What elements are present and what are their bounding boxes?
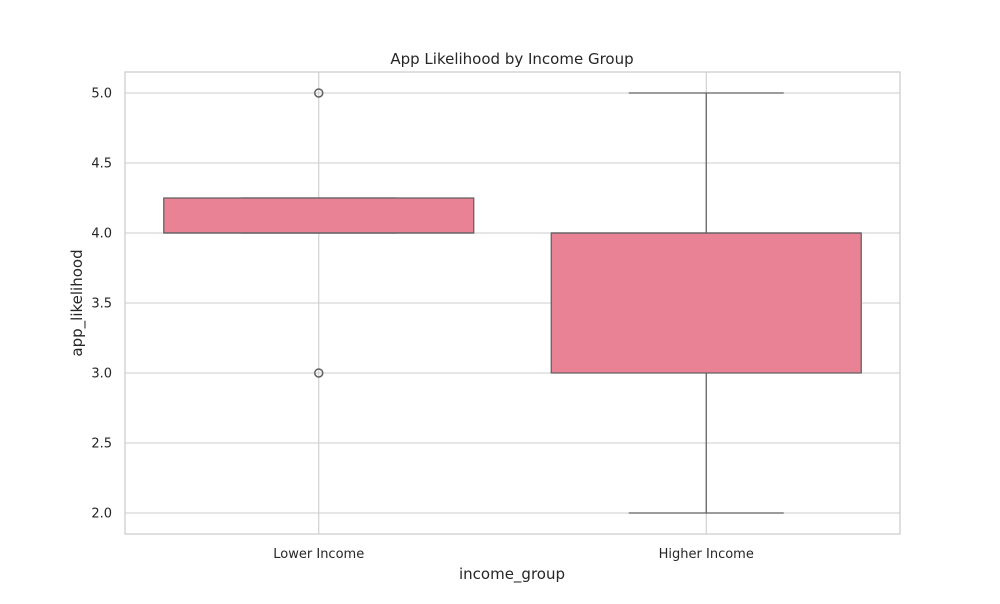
y-tick-label: 5.0 (91, 87, 112, 102)
chart-title: App Likelihood by Income Group (390, 50, 633, 68)
outlier-point (314, 88, 324, 98)
iqr-box (163, 197, 475, 234)
x-tick-label: Lower Income (273, 547, 364, 562)
y-tick-label: 4.5 (91, 157, 112, 172)
y-tick-label: 2.0 (91, 507, 112, 522)
iqr-box (550, 232, 862, 374)
plot-frame (124, 71, 901, 535)
x-tick-labels: Lower Income Higher Income (273, 547, 754, 562)
x-tick-label: Higher Income (659, 547, 754, 562)
box-higher-income (550, 92, 862, 514)
boxes (163, 88, 862, 514)
y-axis-label: app_likelihood (68, 249, 87, 356)
x-axis-label: income_group (459, 565, 565, 584)
y-tick-labels: 2.0 2.5 3.0 3.5 4.0 4.5 5.0 (91, 87, 112, 522)
y-tick-label: 3.5 (91, 297, 112, 312)
outlier-point (314, 368, 324, 378)
y-tick-label: 3.0 (91, 367, 112, 382)
y-tick-label: 4.0 (91, 227, 112, 242)
box-lower-income (163, 88, 475, 378)
y-tick-label: 2.5 (91, 437, 112, 452)
